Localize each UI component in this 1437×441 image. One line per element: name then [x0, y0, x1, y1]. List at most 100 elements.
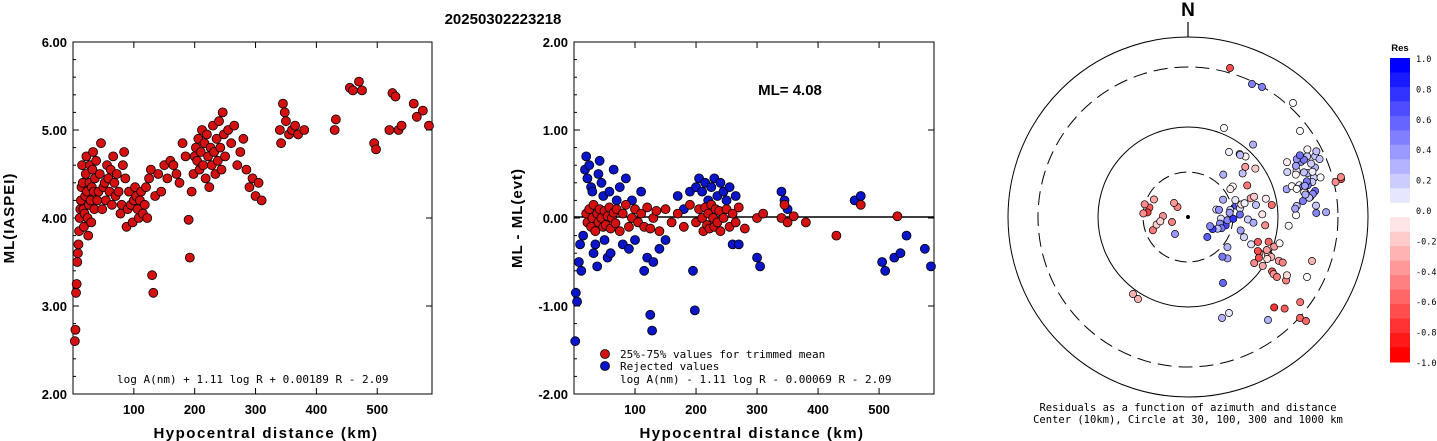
colorbar-cell [1390, 58, 1410, 73]
event-magnitude: ML= 4.08 [758, 82, 822, 99]
polar-station-point [1303, 145, 1312, 154]
middle-point-accepted [685, 199, 695, 210]
middle-point-rejected [581, 151, 592, 162]
middle-point-rejected [733, 239, 744, 250]
middle-point-rejected [614, 182, 625, 193]
polar-station-point [1220, 124, 1228, 132]
left-point-accepted [108, 151, 119, 162]
polar-station-point [1249, 218, 1258, 227]
middle-point-rejected [604, 186, 615, 197]
middle-point-accepted [672, 208, 683, 219]
colorbar-cell [1390, 72, 1410, 88]
middle-point-rejected [588, 248, 599, 259]
middle-point-rejected [584, 160, 595, 171]
middle-point-accepted [718, 213, 729, 223]
left-point-accepted [200, 173, 211, 184]
middle-point-accepted [678, 221, 689, 232]
polar-station-point [1140, 200, 1149, 209]
left-point-accepted [384, 125, 395, 135]
middle-point-rejected [573, 257, 584, 267]
middle-point-accepted [733, 202, 744, 213]
left-point-accepted [168, 160, 179, 171]
middle-point-rejected [590, 239, 601, 250]
middle-point-rejected [776, 186, 787, 197]
middle-formula: log A(nm) - 1.11 log R - 0.00069 R - 2.0… [620, 373, 892, 386]
middle-point-rejected [593, 169, 604, 179]
middle-axis-ticks: 100 200 300 400 500 -2.00 -1.00 0.00 1.00 2.00 [538, 35, 934, 417]
azimuth-residual-map: N Residuals as a function of azimuth and… [1007, 0, 1369, 426]
left-point-accepted [87, 164, 98, 175]
left-point-accepted [88, 147, 98, 157]
left-point-accepted [211, 133, 222, 144]
left-point-accepted [145, 164, 156, 175]
left-point-accepted [119, 147, 130, 157]
colorbar-cell [1390, 101, 1410, 117]
left-point-accepted [174, 177, 185, 188]
polar-station-point [1225, 208, 1234, 217]
polar-station-point [1251, 164, 1260, 173]
colorbar-cell [1390, 86, 1410, 102]
left-point-accepted [111, 169, 122, 179]
colorbar-cell [1390, 246, 1410, 262]
polar-station-point [1300, 181, 1309, 190]
middle-point-rejected [715, 177, 726, 188]
polar-station-point [1258, 83, 1266, 91]
polar-station-point [1263, 254, 1272, 263]
left-y-axis-label: ML(IASPEI) [1, 173, 18, 264]
polar-station-point [1280, 304, 1289, 313]
polar-station-point [1134, 295, 1142, 303]
polar-station-point [1129, 290, 1137, 298]
polar-station-point [1254, 253, 1263, 262]
left-point-accepted [241, 164, 252, 175]
left-point-accepted [417, 105, 428, 116]
polar-station-point [1296, 298, 1305, 307]
polar-station-point [1223, 243, 1232, 252]
middle-point-rejected [608, 164, 619, 175]
middle-point-accepted [620, 199, 631, 210]
left-point-accepted [329, 125, 340, 135]
polar-station-point [1289, 99, 1297, 107]
left-point-accepted [232, 160, 243, 171]
left-point-accepted [238, 133, 249, 144]
colorbar-tick-label: 0.4 [1416, 146, 1431, 156]
left-point-accepted [113, 186, 124, 197]
middle-point-rejected [570, 336, 581, 347]
polar-station-point [1148, 226, 1157, 235]
colorbar-tick-label: 1.0 [1416, 55, 1431, 65]
polar-station-point [1264, 237, 1273, 246]
middle-point-rejected [880, 265, 891, 276]
middle-point-accepted [739, 223, 750, 234]
left-point-accepted [186, 186, 197, 197]
middle-point-rejected [926, 261, 936, 272]
legend-accepted-marker [600, 349, 610, 359]
middle-point-rejected [575, 239, 586, 250]
polar-station-point [1170, 199, 1178, 207]
left-data-points [69, 76, 434, 347]
left-point-accepted [274, 125, 285, 135]
middle-point-rejected [689, 305, 700, 316]
polar-station-point [1235, 210, 1244, 219]
left-point-accepted [81, 151, 92, 162]
middle-point-accepted [610, 218, 621, 229]
polar-station-point [1299, 168, 1308, 177]
polar-station-point [1156, 217, 1165, 226]
left-point-accepted [184, 252, 195, 263]
middle-point-accepted [617, 208, 628, 219]
middle-point-rejected [592, 261, 603, 272]
middle-point-accepted [855, 199, 866, 210]
left-axis-ticks: 100 200 300 400 500 2.00 3.00 4.00 5.00 6.00 [42, 35, 432, 417]
polar-station-point [1139, 209, 1148, 218]
middle-point-accepted [590, 226, 601, 237]
middle-y-tick-label: 0.00 [543, 211, 568, 226]
colorbar-cell [1390, 130, 1410, 146]
middle-point-accepted [642, 202, 653, 213]
middle-point-rejected [660, 235, 671, 245]
left-point-accepted [214, 116, 224, 127]
middle-x-tick-label: 300 [746, 402, 768, 417]
polar-station-point [1206, 222, 1214, 231]
left-point-accepted [354, 76, 364, 87]
polar-station-point [1241, 162, 1250, 171]
left-point-accepted [183, 214, 194, 225]
polar-station-point [1226, 64, 1234, 72]
polar-caption-line2: Center (10km), Circle at 30, 100, 300 an… [1033, 414, 1343, 426]
